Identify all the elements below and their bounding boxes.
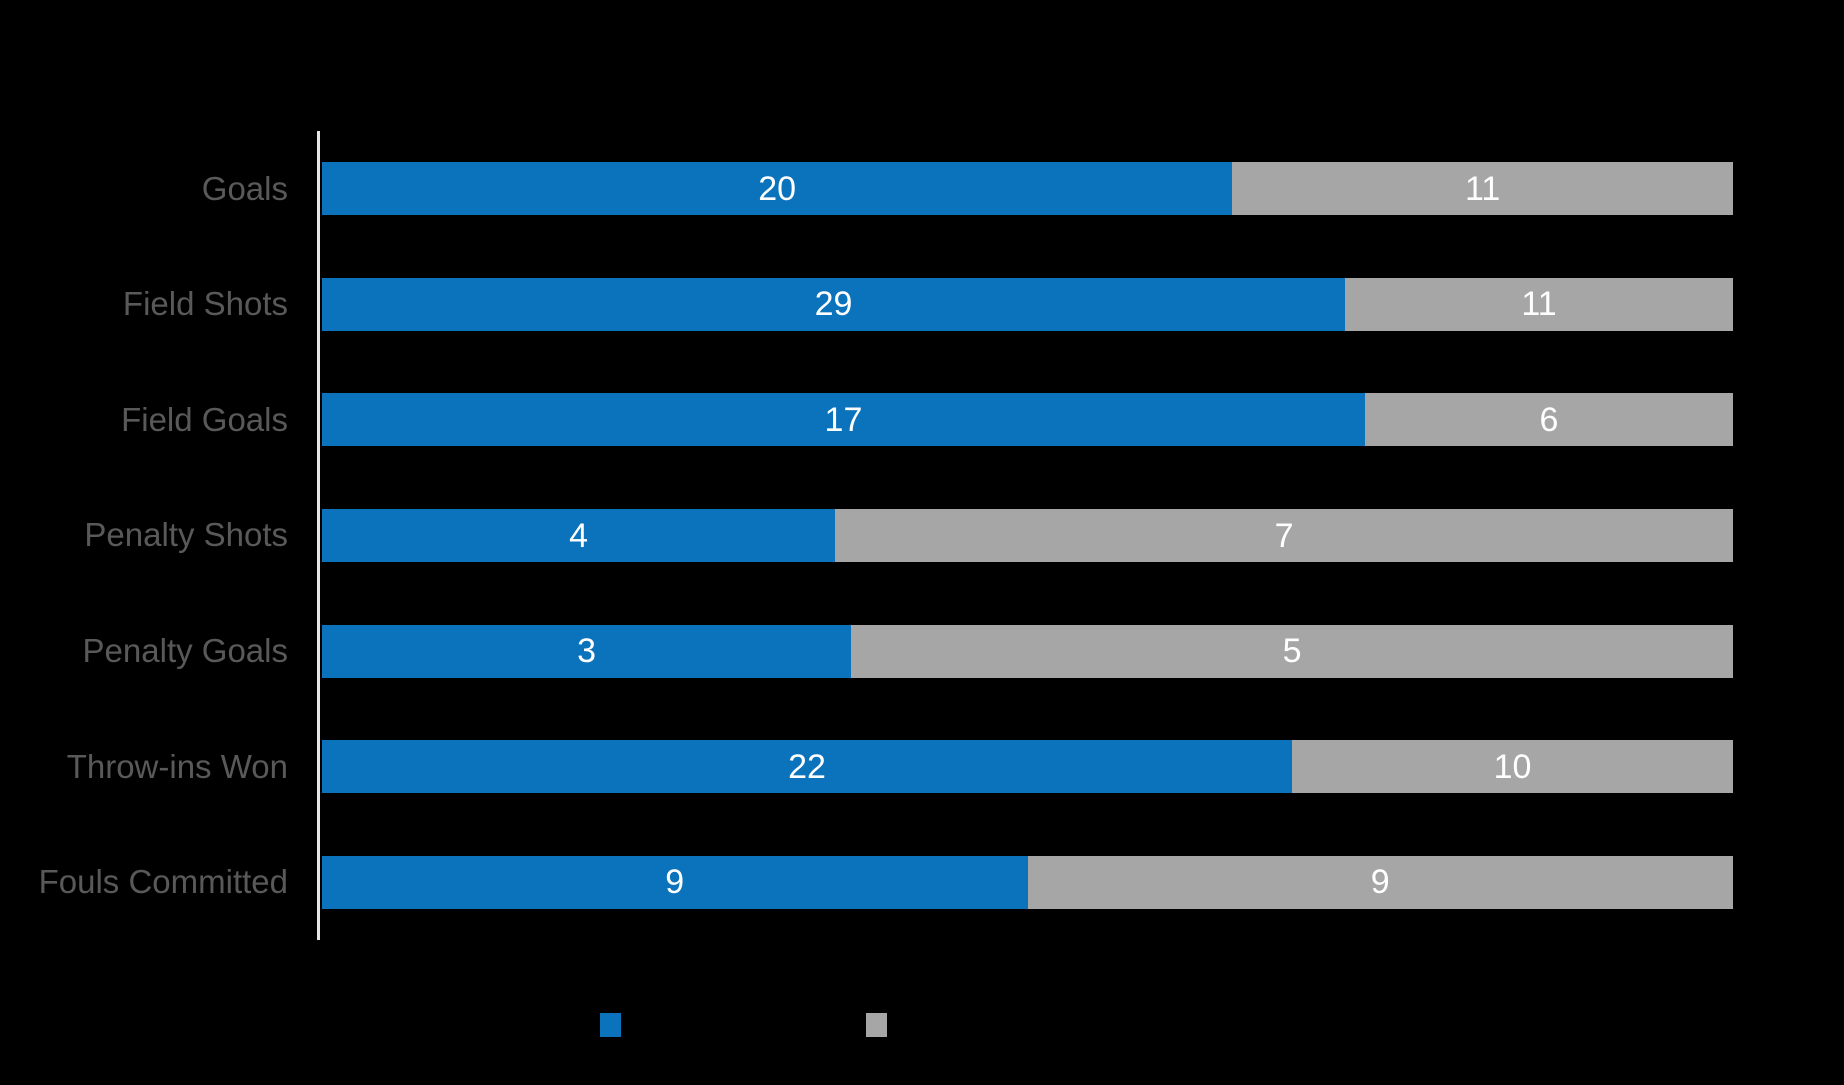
value-label: 7 — [1274, 516, 1294, 555]
chart-row: Goals 20 11 — [0, 131, 1733, 247]
bar-track: 17 6 — [322, 393, 1733, 447]
category-label: Fouls Committed — [38, 863, 288, 901]
category-label: Field Goals — [121, 400, 288, 438]
bar-segment-series-2: 5 — [851, 624, 1733, 678]
chart-row: Penalty Goals 3 5 — [0, 593, 1733, 709]
value-label: 9 — [665, 863, 685, 902]
legend-swatch-series-1 — [600, 1013, 621, 1037]
plot-area: Goals 20 11 Field Shots 29 11 Field Goals 17 6 Pe… — [0, 131, 1733, 940]
category-label: Penalty Shots — [84, 516, 288, 554]
chart-row: Throw-ins Won 22 10 — [0, 709, 1733, 825]
chart-row: Field Goals 17 6 — [0, 362, 1733, 478]
category-label: Field Shots — [122, 285, 288, 323]
chart-row: Penalty Shots 4 7 — [0, 478, 1733, 594]
legend-swatch-series-2 — [866, 1013, 887, 1037]
chart-row: Fouls Committed 9 9 — [0, 824, 1733, 940]
bar-segment-series-2: 11 — [1344, 277, 1733, 331]
bar-segment-series-1: 22 — [322, 740, 1293, 794]
bar-segment-series-1: 29 — [322, 277, 1345, 331]
value-label: 11 — [1521, 285, 1557, 324]
value-label: 4 — [569, 516, 588, 555]
bar-track: 29 11 — [322, 277, 1733, 331]
value-label: 22 — [788, 747, 826, 786]
bar-segment-series-1: 9 — [322, 855, 1028, 909]
value-label: 29 — [814, 285, 853, 324]
category-axis-line — [317, 131, 320, 940]
value-label: 3 — [577, 632, 597, 671]
bar-segment-series-1: 20 — [322, 162, 1233, 216]
value-label: 6 — [1539, 400, 1559, 439]
bar-segment-series-2: 11 — [1232, 162, 1733, 216]
bar-track: 22 10 — [322, 740, 1733, 794]
chart-row: Field Shots 29 11 — [0, 247, 1733, 363]
category-label: Throw-ins Won — [66, 747, 288, 785]
bar-segment-series-2: 6 — [1364, 393, 1733, 447]
value-label: 5 — [1282, 632, 1302, 671]
value-label: 9 — [1370, 863, 1390, 902]
bar-segment-series-2: 7 — [835, 509, 1733, 563]
value-label: 11 — [1465, 169, 1501, 208]
value-label: 17 — [824, 400, 863, 439]
value-label: 20 — [758, 169, 797, 208]
value-label: 10 — [1493, 747, 1532, 786]
bar-segment-series-1: 4 — [322, 509, 836, 563]
bar-segment-series-2: 10 — [1292, 740, 1733, 794]
bar-segment-series-2: 9 — [1027, 855, 1733, 909]
bar-segment-series-1: 3 — [322, 624, 852, 678]
bar-track: 20 11 — [322, 162, 1733, 216]
category-label: Penalty Goals — [82, 631, 288, 669]
category-label: Goals — [201, 169, 288, 207]
legend — [0, 1013, 1844, 1041]
bar-segment-series-1: 17 — [322, 393, 1365, 447]
